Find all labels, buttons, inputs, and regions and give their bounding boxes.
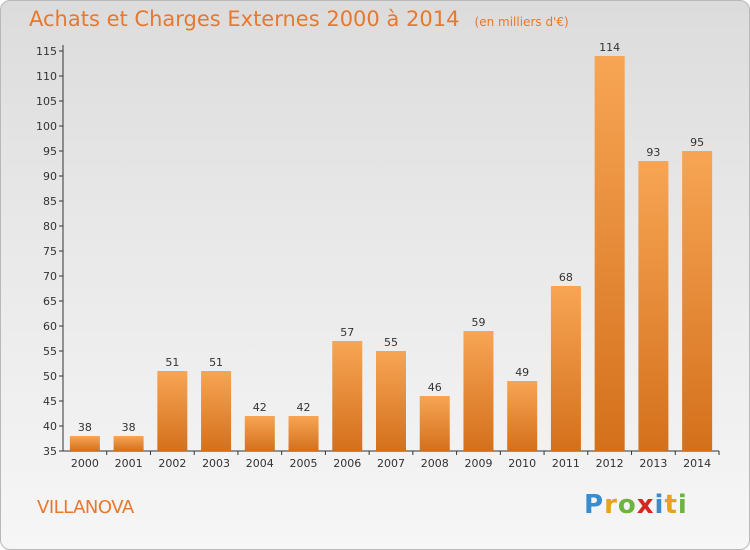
y-tick-label: 65 (43, 295, 57, 308)
x-tick-label: 2008 (421, 457, 449, 470)
data-label: 42 (253, 401, 267, 414)
x-tick-label: 2007 (377, 457, 405, 470)
x-tick-label: 2010 (508, 457, 536, 470)
bar (288, 416, 319, 451)
y-tick-label: 95 (43, 145, 57, 158)
data-label: 42 (297, 401, 311, 414)
data-label: 46 (428, 381, 442, 394)
y-tick-label: 105 (36, 95, 57, 108)
y-tick-label: 45 (43, 395, 57, 408)
x-tick-label: 2001 (115, 457, 143, 470)
x-tick-label: 2002 (158, 457, 186, 470)
data-label: 51 (165, 356, 179, 369)
bar (594, 56, 625, 451)
x-tick-label: 2005 (290, 457, 318, 470)
logo-letter: x (636, 490, 655, 520)
data-label: 93 (646, 146, 660, 159)
x-tick-label: 2014 (683, 457, 711, 470)
y-tick-label: 85 (43, 195, 57, 208)
bar (332, 341, 363, 451)
x-tick-label: 2012 (596, 457, 624, 470)
y-tick-label: 110 (36, 70, 57, 83)
y-tick-label: 115 (36, 45, 57, 58)
y-tick-label: 70 (43, 270, 57, 283)
data-label: 55 (384, 336, 398, 349)
bar (244, 416, 275, 451)
y-tick-label: 75 (43, 245, 57, 258)
x-tick-label: 2004 (246, 457, 274, 470)
data-label: 114 (599, 41, 620, 54)
y-tick-label: 80 (43, 220, 57, 233)
proxiti-logo: Proxiti (584, 490, 688, 520)
bar (201, 371, 232, 451)
commune-name: VILLANOVA (37, 497, 134, 518)
logo-letter: o (617, 490, 637, 520)
x-tick-label: 2011 (552, 457, 580, 470)
chart-unit: (en milliers d'€) (474, 15, 569, 29)
bar (638, 161, 669, 451)
y-tick-label: 35 (43, 445, 57, 458)
x-tick-label: 2006 (333, 457, 361, 470)
data-label: 51 (209, 356, 223, 369)
logo-letter: r (604, 490, 618, 520)
data-label: 38 (78, 421, 92, 434)
bar (419, 396, 450, 451)
logo-letter: P (584, 490, 605, 520)
data-label: 68 (559, 271, 573, 284)
data-label: 59 (471, 316, 485, 329)
y-tick-label: 60 (43, 320, 57, 333)
x-tick-label: 2013 (639, 457, 667, 470)
bar (376, 351, 406, 451)
data-label: 57 (340, 326, 354, 339)
bar (682, 151, 713, 451)
bar (507, 381, 538, 451)
x-tick-label: 2009 (464, 457, 492, 470)
y-tick-label: 55 (43, 345, 57, 358)
bar (113, 436, 144, 451)
y-tick-label: 50 (43, 370, 57, 383)
y-tick-label: 100 (36, 120, 57, 133)
x-tick-label: 2003 (202, 457, 230, 470)
bar (550, 286, 581, 451)
chart-title-text: Achats et Charges Externes 2000 à 2014 (29, 7, 460, 31)
x-tick-label: 2000 (71, 457, 99, 470)
bar (157, 371, 188, 451)
bar (463, 331, 494, 451)
logo-letter: i (677, 490, 688, 520)
y-tick-label: 90 (43, 170, 57, 183)
data-label: 95 (690, 136, 704, 149)
logo-letter: i (654, 490, 665, 520)
bar (69, 436, 100, 451)
data-label: 38 (122, 421, 136, 434)
chart-title: Achats et Charges Externes 2000 à 2014 (… (29, 7, 569, 31)
data-label: 49 (515, 366, 529, 379)
y-tick-label: 40 (43, 420, 57, 433)
logo-letter: t (664, 490, 678, 520)
